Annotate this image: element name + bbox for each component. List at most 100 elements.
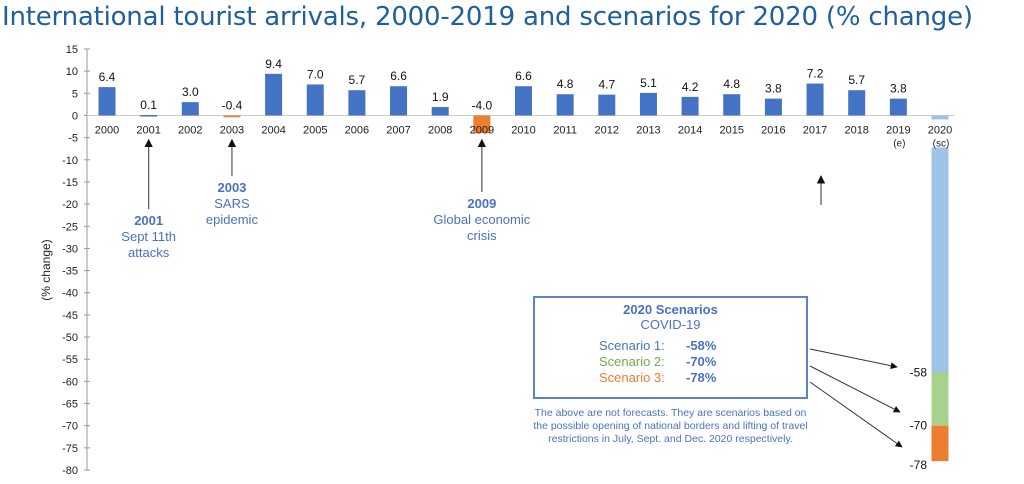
scenario-pointer-arrow — [809, 348, 898, 370]
annotation-year: 2001 — [134, 213, 163, 228]
chart-title: International tourist arrivals, 2000-201… — [2, 2, 973, 32]
x-tick-label: 2003 — [220, 124, 244, 136]
data-label-2008: 1.9 — [432, 90, 449, 104]
bar-2012 — [598, 94, 616, 116]
x-tick-label: 2004 — [261, 124, 285, 136]
bar-2008 — [431, 107, 449, 116]
y-tick-label: -70 — [62, 421, 78, 433]
annotation-text: SARS — [214, 196, 250, 211]
data-label-2000: 6.4 — [99, 70, 116, 84]
scenario-box: 2020 Scenarios COVID-19 Scenario 1: -58% … — [533, 296, 808, 399]
x-tick-label: 2017 — [803, 124, 827, 136]
y-tick-label: 0 — [72, 110, 78, 122]
scenario-value-label: -58 — [910, 366, 928, 380]
x-tick-label: 2001 — [136, 124, 160, 136]
bar-2003 — [223, 115, 241, 118]
scenario-row-2: Scenario 2: -70% — [535, 354, 806, 370]
bar-2020-scenario-3 — [931, 425, 949, 462]
data-label-2004: 9.4 — [265, 57, 282, 71]
y-tick-label: -20 — [62, 199, 78, 211]
bar-2020-scenario-1 — [931, 115, 949, 373]
y-tick-label: 10 — [66, 66, 78, 78]
annotation-text: attacks — [128, 245, 170, 260]
y-tick-label: -5 — [68, 133, 78, 145]
bar-2018 — [848, 90, 866, 116]
x-tick-label: 2005 — [303, 124, 327, 136]
scenario-row-3: Scenario 3: -78% — [535, 370, 806, 386]
x-tick-label: 2009 — [470, 124, 494, 136]
bar-2009 — [473, 115, 491, 134]
bar-2017 — [806, 83, 824, 116]
scenario-value: -70% — [686, 354, 717, 369]
data-label-2017: 7.2 — [807, 67, 824, 81]
y-tick-label: -60 — [62, 376, 78, 388]
data-label-2014: 4.2 — [682, 80, 699, 94]
y-tick-label: -15 — [62, 177, 78, 189]
scenario-note: The above are not forecasts. They are sc… — [533, 407, 808, 445]
bar-2020-scenario-2 — [931, 372, 949, 426]
scenario-label: Scenario 1: — [599, 338, 665, 353]
scenario-box-title: 2020 Scenarios — [623, 302, 718, 317]
data-label-2010: 6.6 — [515, 69, 532, 83]
y-tick-label: 5 — [72, 88, 78, 100]
data-label-2019: 3.8 — [890, 82, 907, 96]
annotation-year: 2003 — [217, 180, 246, 195]
x-tick-label: 2010 — [511, 124, 535, 136]
x-tick-label: 2013 — [636, 124, 660, 136]
scenario-value: -58% — [686, 338, 717, 353]
data-label-2002: 3.0 — [182, 85, 199, 99]
bar-2019 — [889, 98, 907, 116]
bar-2014 — [681, 96, 699, 116]
y-tick-label: -75 — [62, 443, 78, 455]
x-tick-label: 2002 — [178, 124, 202, 136]
bar-2001 — [140, 115, 158, 117]
y-tick-label: -30 — [62, 243, 78, 255]
bar-2000 — [98, 87, 116, 116]
data-label-2011: 4.8 — [557, 77, 574, 91]
x-tick-label: 2000 — [95, 124, 119, 136]
scenario-value: -78% — [686, 370, 717, 385]
y-tick-label: -50 — [62, 332, 78, 344]
x-tick-label: 2019 — [886, 124, 910, 136]
x-tick-label: 2007 — [386, 124, 410, 136]
bar-2006 — [348, 90, 366, 116]
label-mask — [930, 119, 950, 148]
annotation-year: 2009 — [467, 196, 496, 211]
y-tick-label: -35 — [62, 266, 78, 278]
data-label-2015: 4.8 — [723, 77, 740, 91]
bar-2002 — [181, 102, 199, 116]
y-tick-label: -55 — [62, 354, 78, 366]
x-tick-label: 2015 — [720, 124, 744, 136]
bar-2007 — [390, 86, 408, 116]
annotation-text: Sept 11th — [121, 229, 176, 244]
x-tick-label: 2016 — [761, 124, 785, 136]
bar-2013 — [639, 92, 657, 116]
data-label-2013: 5.1 — [640, 76, 657, 90]
data-label-2009: -4.0 — [472, 98, 493, 112]
data-label-2001: 0.1 — [140, 98, 157, 112]
scenario-pointer-arrow — [809, 365, 901, 413]
data-label-2007: 6.6 — [390, 69, 407, 83]
y-tick-label: -10 — [62, 155, 78, 167]
y-tick-label: 15 — [66, 44, 78, 56]
x-tick-label: 2008 — [428, 124, 452, 136]
scenario-value-label: -78 — [910, 458, 928, 472]
bar-2015 — [723, 94, 741, 116]
y-tick-label: -40 — [62, 288, 78, 300]
y-tick-label: -25 — [62, 221, 78, 233]
data-label-2005: 7.0 — [307, 67, 324, 81]
data-label-2003: -0.4 — [222, 98, 243, 112]
scenario-box-subtitle: COVID-19 — [640, 317, 701, 332]
data-label-2012: 4.7 — [598, 78, 615, 92]
bar-2016 — [764, 98, 782, 116]
x-tick-sublabel: (e) — [893, 138, 905, 149]
x-tick-label: 2006 — [345, 124, 369, 136]
y-tick-label: -65 — [62, 399, 78, 411]
bar-2010 — [515, 86, 532, 116]
y-tick-label: -45 — [62, 310, 78, 322]
data-label-2006: 5.7 — [349, 73, 366, 87]
x-tick-label: 2020 — [928, 124, 952, 136]
bar-2005 — [306, 84, 324, 116]
annotation-text: crisis — [467, 228, 497, 243]
